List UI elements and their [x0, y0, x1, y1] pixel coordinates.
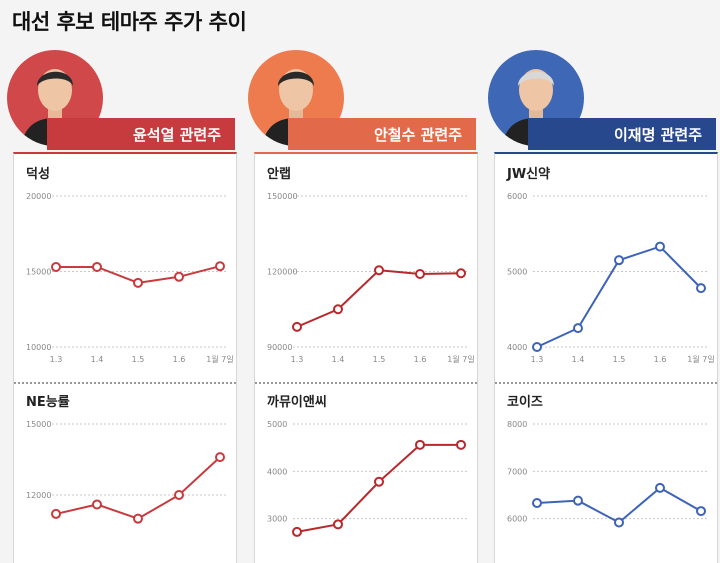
x-tick-label: 1.5	[613, 355, 626, 364]
x-tick-label: 1.6	[173, 355, 186, 364]
data-point	[333, 304, 343, 315]
data-point	[614, 255, 624, 266]
page-title: 대선 후보 테마주 주가 추이	[12, 10, 247, 34]
x-tick-label: 1.4	[572, 355, 585, 364]
x-tick-label: 1.4	[332, 355, 345, 364]
data-point	[333, 519, 343, 530]
y-tick-label: 8000	[507, 420, 527, 429]
y-tick-label: 15000	[26, 268, 51, 277]
chart-title: NE능률	[26, 395, 70, 410]
hair-shape	[518, 71, 554, 86]
data-point	[92, 499, 102, 510]
candidate-banner: 안철수 관련주	[288, 118, 476, 150]
y-tick-label: 10000	[26, 343, 51, 352]
data-point	[532, 342, 542, 352]
y-tick-label: 6000	[507, 515, 527, 524]
x-tick-label: 1월 7일	[687, 354, 714, 364]
stock-charts: 안랩 150000 120000 90000 1.3 1.4 1.5 1.6 1월 7일까뮤이앤…	[267, 166, 475, 537]
data-point	[532, 498, 542, 509]
y-tick-label: 4000	[267, 467, 287, 476]
data-point	[655, 482, 665, 493]
data-point	[573, 495, 583, 506]
chart-divider	[495, 382, 717, 384]
hair-shape	[278, 71, 314, 86]
chart-title: 까뮤이앤씨	[267, 394, 327, 410]
x-tick-label: 1.3	[531, 355, 544, 364]
x-tick-label: 1.6	[654, 355, 667, 364]
y-tick-label: 20000	[26, 192, 51, 201]
data-point	[696, 506, 706, 517]
y-tick-label: 12000	[26, 491, 51, 500]
series-line	[296, 269, 462, 328]
data-point	[215, 452, 225, 463]
chart-card: 덕성 20000 15000 10000 1.3 1.4 1.5 1.6 1월 7일 NE능률 15…	[13, 152, 237, 563]
candidate-banner: 이재명 관련주	[528, 118, 716, 150]
data-point	[655, 241, 665, 252]
chart-divider	[255, 382, 477, 384]
y-tick-label: 7000	[507, 467, 527, 476]
series-line	[536, 486, 702, 524]
data-point	[133, 277, 143, 288]
y-tick-label: 15000	[26, 420, 51, 429]
chart-title: 코이즈	[507, 394, 543, 410]
x-tick-label: 1.5	[373, 355, 386, 364]
y-tick-label: 90000	[267, 343, 292, 352]
chart-title: 덕성	[26, 166, 50, 182]
candidate-column-3: 이재명 관련주 JW신약 6000 5000 4000 1.3 1.4 1.5 1.6 1월 7…	[488, 48, 718, 563]
x-tick-label: 1.5	[132, 355, 145, 364]
y-tick-label: 3000	[267, 515, 287, 524]
data-point	[374, 265, 384, 276]
data-point	[174, 271, 184, 282]
data-point	[415, 439, 425, 450]
y-tick-label: 6000	[507, 192, 527, 201]
data-point	[215, 261, 225, 272]
data-point	[292, 321, 302, 332]
y-tick-label: 150000	[267, 192, 298, 201]
candidate-column-1: 윤석열 관련주 덕성 20000 15000 10000 1.3 1.4 1.5 1.6 1월 …	[7, 48, 237, 563]
data-point	[374, 476, 384, 487]
x-tick-label: 1.6	[414, 355, 427, 364]
stock-charts: 덕성 20000 15000 10000 1.3 1.4 1.5 1.6 1월 7일 NE능률 15…	[26, 166, 234, 524]
data-point	[292, 526, 302, 537]
x-tick-label: 1.4	[91, 355, 104, 364]
y-tick-label: 5000	[267, 420, 287, 429]
data-point	[456, 439, 466, 450]
chart-title: 안랩	[267, 166, 291, 182]
hair-shape	[37, 71, 73, 86]
y-tick-label: 120000	[267, 268, 298, 277]
x-tick-label: 1.3	[50, 355, 63, 364]
data-point	[573, 323, 583, 334]
candidate-banner: 윤석열 관련주	[47, 118, 235, 150]
data-point	[92, 261, 102, 272]
chart-title: JW신약	[506, 166, 550, 182]
data-point	[614, 517, 624, 528]
y-tick-label: 4000	[507, 343, 527, 352]
y-tick-label: 5000	[507, 268, 527, 277]
candidate-portrait	[248, 50, 344, 146]
data-point	[133, 513, 143, 524]
x-tick-label: 1월 7일	[206, 354, 233, 364]
data-point	[51, 508, 61, 519]
data-point	[51, 261, 61, 272]
data-point	[696, 283, 706, 294]
data-point	[456, 268, 466, 279]
series-line	[55, 456, 221, 520]
chart-divider	[14, 382, 236, 384]
data-point	[174, 490, 184, 500]
candidate-column-2: 안철수 관련주 안랩 150000 120000 90000 1.3 1.4 1.5 1.6 1…	[248, 48, 478, 563]
data-point	[415, 269, 425, 280]
x-tick-label: 1.3	[291, 355, 304, 364]
x-tick-label: 1월 7일	[447, 354, 474, 364]
